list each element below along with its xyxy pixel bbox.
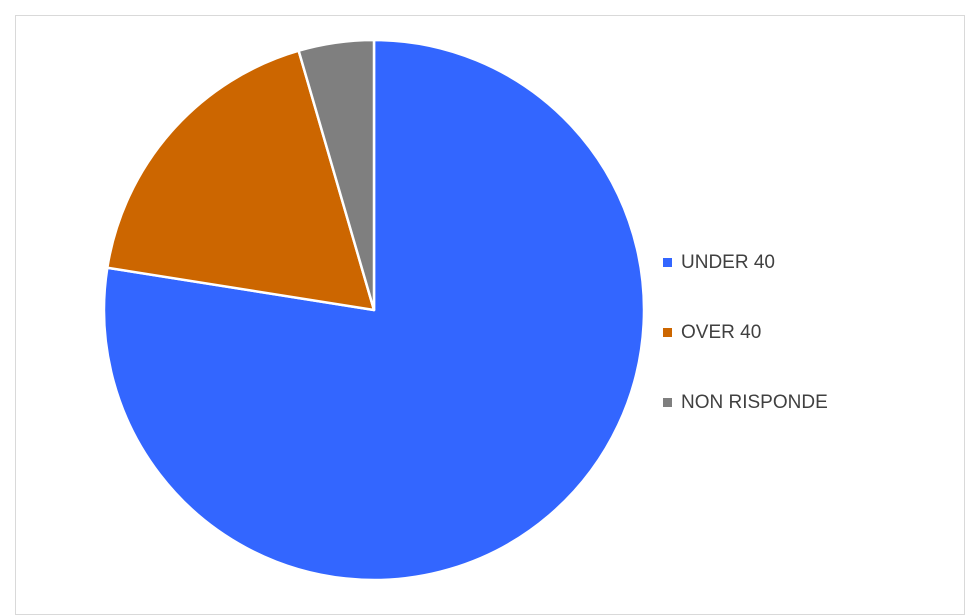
legend-item-non-risponde: NON RISPONDE	[663, 367, 828, 437]
chart-legend: UNDER 40 OVER 40 NON RISPONDE	[663, 227, 828, 437]
legend-swatch-over-40	[663, 327, 672, 337]
pie-slice-over-40	[106, 49, 376, 312]
legend-item-over-40: OVER 40	[663, 297, 828, 367]
pie-slice-non-risponde	[297, 38, 376, 312]
legend-label-under-40: UNDER 40	[681, 251, 775, 273]
legend-label-non-risponde: NON RISPONDE	[681, 391, 828, 413]
legend-label-over-40: OVER 40	[681, 321, 762, 343]
pie-slice-under-40	[102, 38, 646, 582]
legend-swatch-non-risponde	[663, 397, 672, 407]
legend-item-under-40: UNDER 40	[663, 227, 828, 297]
legend-swatch-under-40	[663, 257, 672, 267]
